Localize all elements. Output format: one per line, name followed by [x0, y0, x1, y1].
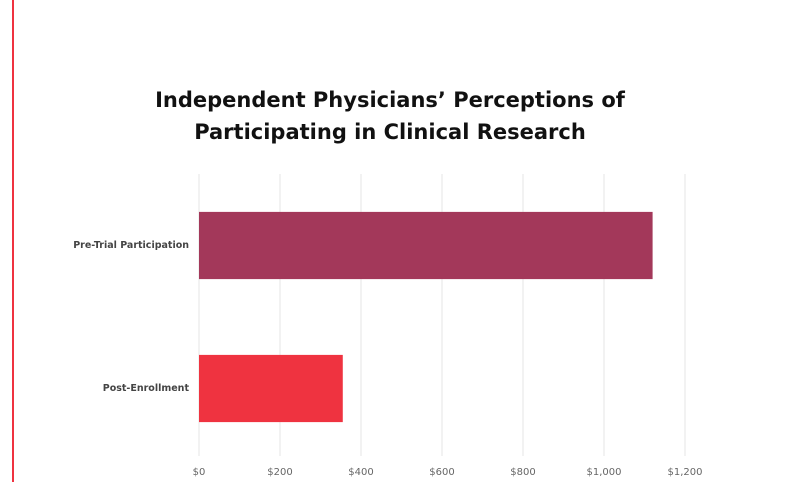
y-tick-label: Pre-Trial Participation	[73, 240, 189, 251]
x-tick-label: $400	[348, 467, 373, 478]
x-tick-label: $1,200	[668, 467, 703, 478]
chart-title: Independent Physicians’ Perceptions of P…	[155, 88, 625, 144]
bar	[199, 211, 653, 280]
x-tick-label: $800	[510, 467, 535, 478]
y-tick-label: Post-Enrollment	[103, 383, 190, 394]
x-tick-label: $600	[429, 467, 454, 478]
x-tick-label: $1,000	[587, 467, 622, 478]
x-tick-label: $200	[267, 467, 292, 478]
x-tick-label: $0	[193, 467, 206, 478]
accent-line	[12, 0, 14, 482]
bar	[199, 354, 343, 423]
